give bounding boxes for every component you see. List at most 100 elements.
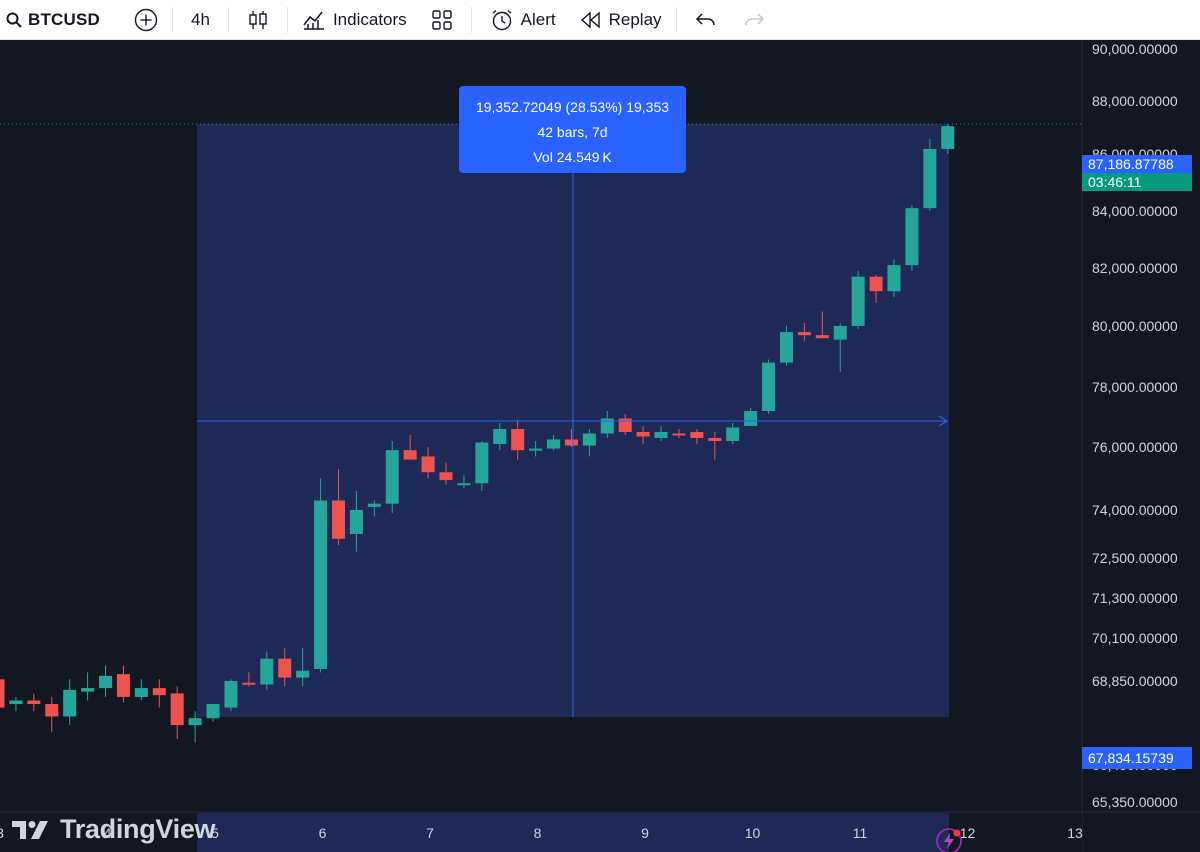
candle [582,429,596,457]
candle [529,441,543,457]
undo-button[interactable] [681,0,731,40]
time-tick-label: 3 [0,825,4,841]
candle-body [690,432,704,438]
candle-body [421,456,435,473]
candles-icon [249,10,267,29]
time-tick-label: 5 [211,825,219,841]
replay-button[interactable]: Replay [566,0,672,40]
redo-button[interactable] [731,0,777,40]
time-tick-label: 7 [426,825,434,841]
candle-body [887,265,901,292]
grid-icon [431,9,452,30]
candle-body [636,432,650,437]
candle-body [564,439,578,446]
candle [170,686,184,739]
candle-body [923,148,937,209]
candle [260,651,274,690]
alert-button[interactable]: Alert [476,0,566,40]
interval-label: 4h [191,9,210,29]
price-tick-label: 65,350.00000 [1092,794,1178,810]
candle [923,138,937,211]
tradingview-logo-text: TradingView [60,814,216,844]
compare-symbol-button[interactable] [110,0,168,40]
candle [887,259,901,297]
toolbar-divider [470,6,472,33]
measure-tooltip: 19,352.72049 (28.53%) 19,353 42 bars, 7d… [459,86,686,173]
candle [690,429,704,444]
candle [547,435,561,451]
candle-body [511,429,525,451]
candle-body [134,688,148,697]
time-tick-label: 6 [319,825,327,841]
toolbar-divider [172,6,174,33]
candle-body [99,675,113,689]
time-tick-label: 11 [853,825,868,841]
candle-body [833,326,847,340]
symbol-label: BTCUSD [28,9,101,29]
replay-label: Replay [608,9,662,29]
candle-body [349,510,363,534]
redo-icon [744,12,764,25]
time-axis-ticks: 3 4 5 6 7 8 9 10 11 12 13 [0,825,1083,841]
candle-body [726,427,740,441]
candle-body [81,688,95,692]
candle [99,665,113,697]
candle [27,693,41,712]
top-toolbar: BTCUSD 4h Indicators [0,0,1200,40]
candle-body [851,276,865,326]
price-tick-label: 68,850.00000 [1092,673,1178,689]
tradingview-logo[interactable]: TradingView [12,814,216,845]
candle [564,429,578,447]
candles-group [0,123,955,743]
candle-body [672,433,686,436]
candle-body [762,362,776,411]
rewind-icon [580,10,600,29]
measure-change: 19,352.72049 (28.53%) 19,353 [475,99,670,115]
alarm-clock-icon [492,9,512,30]
candle-body [475,442,489,484]
lightning-icon [944,833,954,849]
price-tick-label: 82,000.00000 [1092,260,1178,276]
candle [779,326,793,366]
candle-body [439,472,453,481]
price-tick-label: 72,500.00000 [1092,550,1178,566]
candle-body [403,450,417,460]
candle-body [654,432,668,438]
symbol-search-button[interactable]: BTCUSD [0,0,110,40]
time-tick-label: 4 [104,825,112,841]
candle-body [744,411,758,426]
chart-pane[interactable]: 90,000.00000 88,000.00000 86,000.00000 84,0… [0,40,1200,852]
candle [672,429,686,438]
indicators-button[interactable]: Indicators [292,0,417,40]
candle [63,679,77,726]
candle-body [600,418,614,434]
price-tick-label: 70,100.00000 [1092,630,1178,646]
candle [367,500,381,517]
time-tick-label: 8 [534,825,542,841]
time-tick-label: 13 [1067,825,1083,841]
candle-body [9,700,23,705]
current-price-badge: 87,186.87788 [1082,155,1192,173]
price-tick-label: 71,300.00000 [1092,590,1178,606]
candle-body [188,718,202,726]
candle [296,648,310,687]
price-tick-label: 90,000.00000 [1092,41,1178,57]
undo-icon [695,12,715,25]
candle [797,323,811,342]
candle [116,665,130,703]
time-tick-label: 10 [745,825,761,841]
chart-type-button[interactable] [233,0,283,40]
candle [134,679,148,701]
price-tick-label: 88,000.00000 [1092,93,1178,109]
price-tick-label: 76,000.00000 [1092,439,1178,455]
toolbar-divider [286,6,288,33]
interval-button[interactable]: 4h [177,0,224,40]
candle [636,426,650,444]
candle [152,679,166,708]
candle-body [869,276,883,292]
lightning-button[interactable] [934,826,964,852]
candle-body [618,418,632,432]
candle [869,275,883,303]
candle-body [815,335,829,339]
templates-button[interactable] [417,0,467,40]
